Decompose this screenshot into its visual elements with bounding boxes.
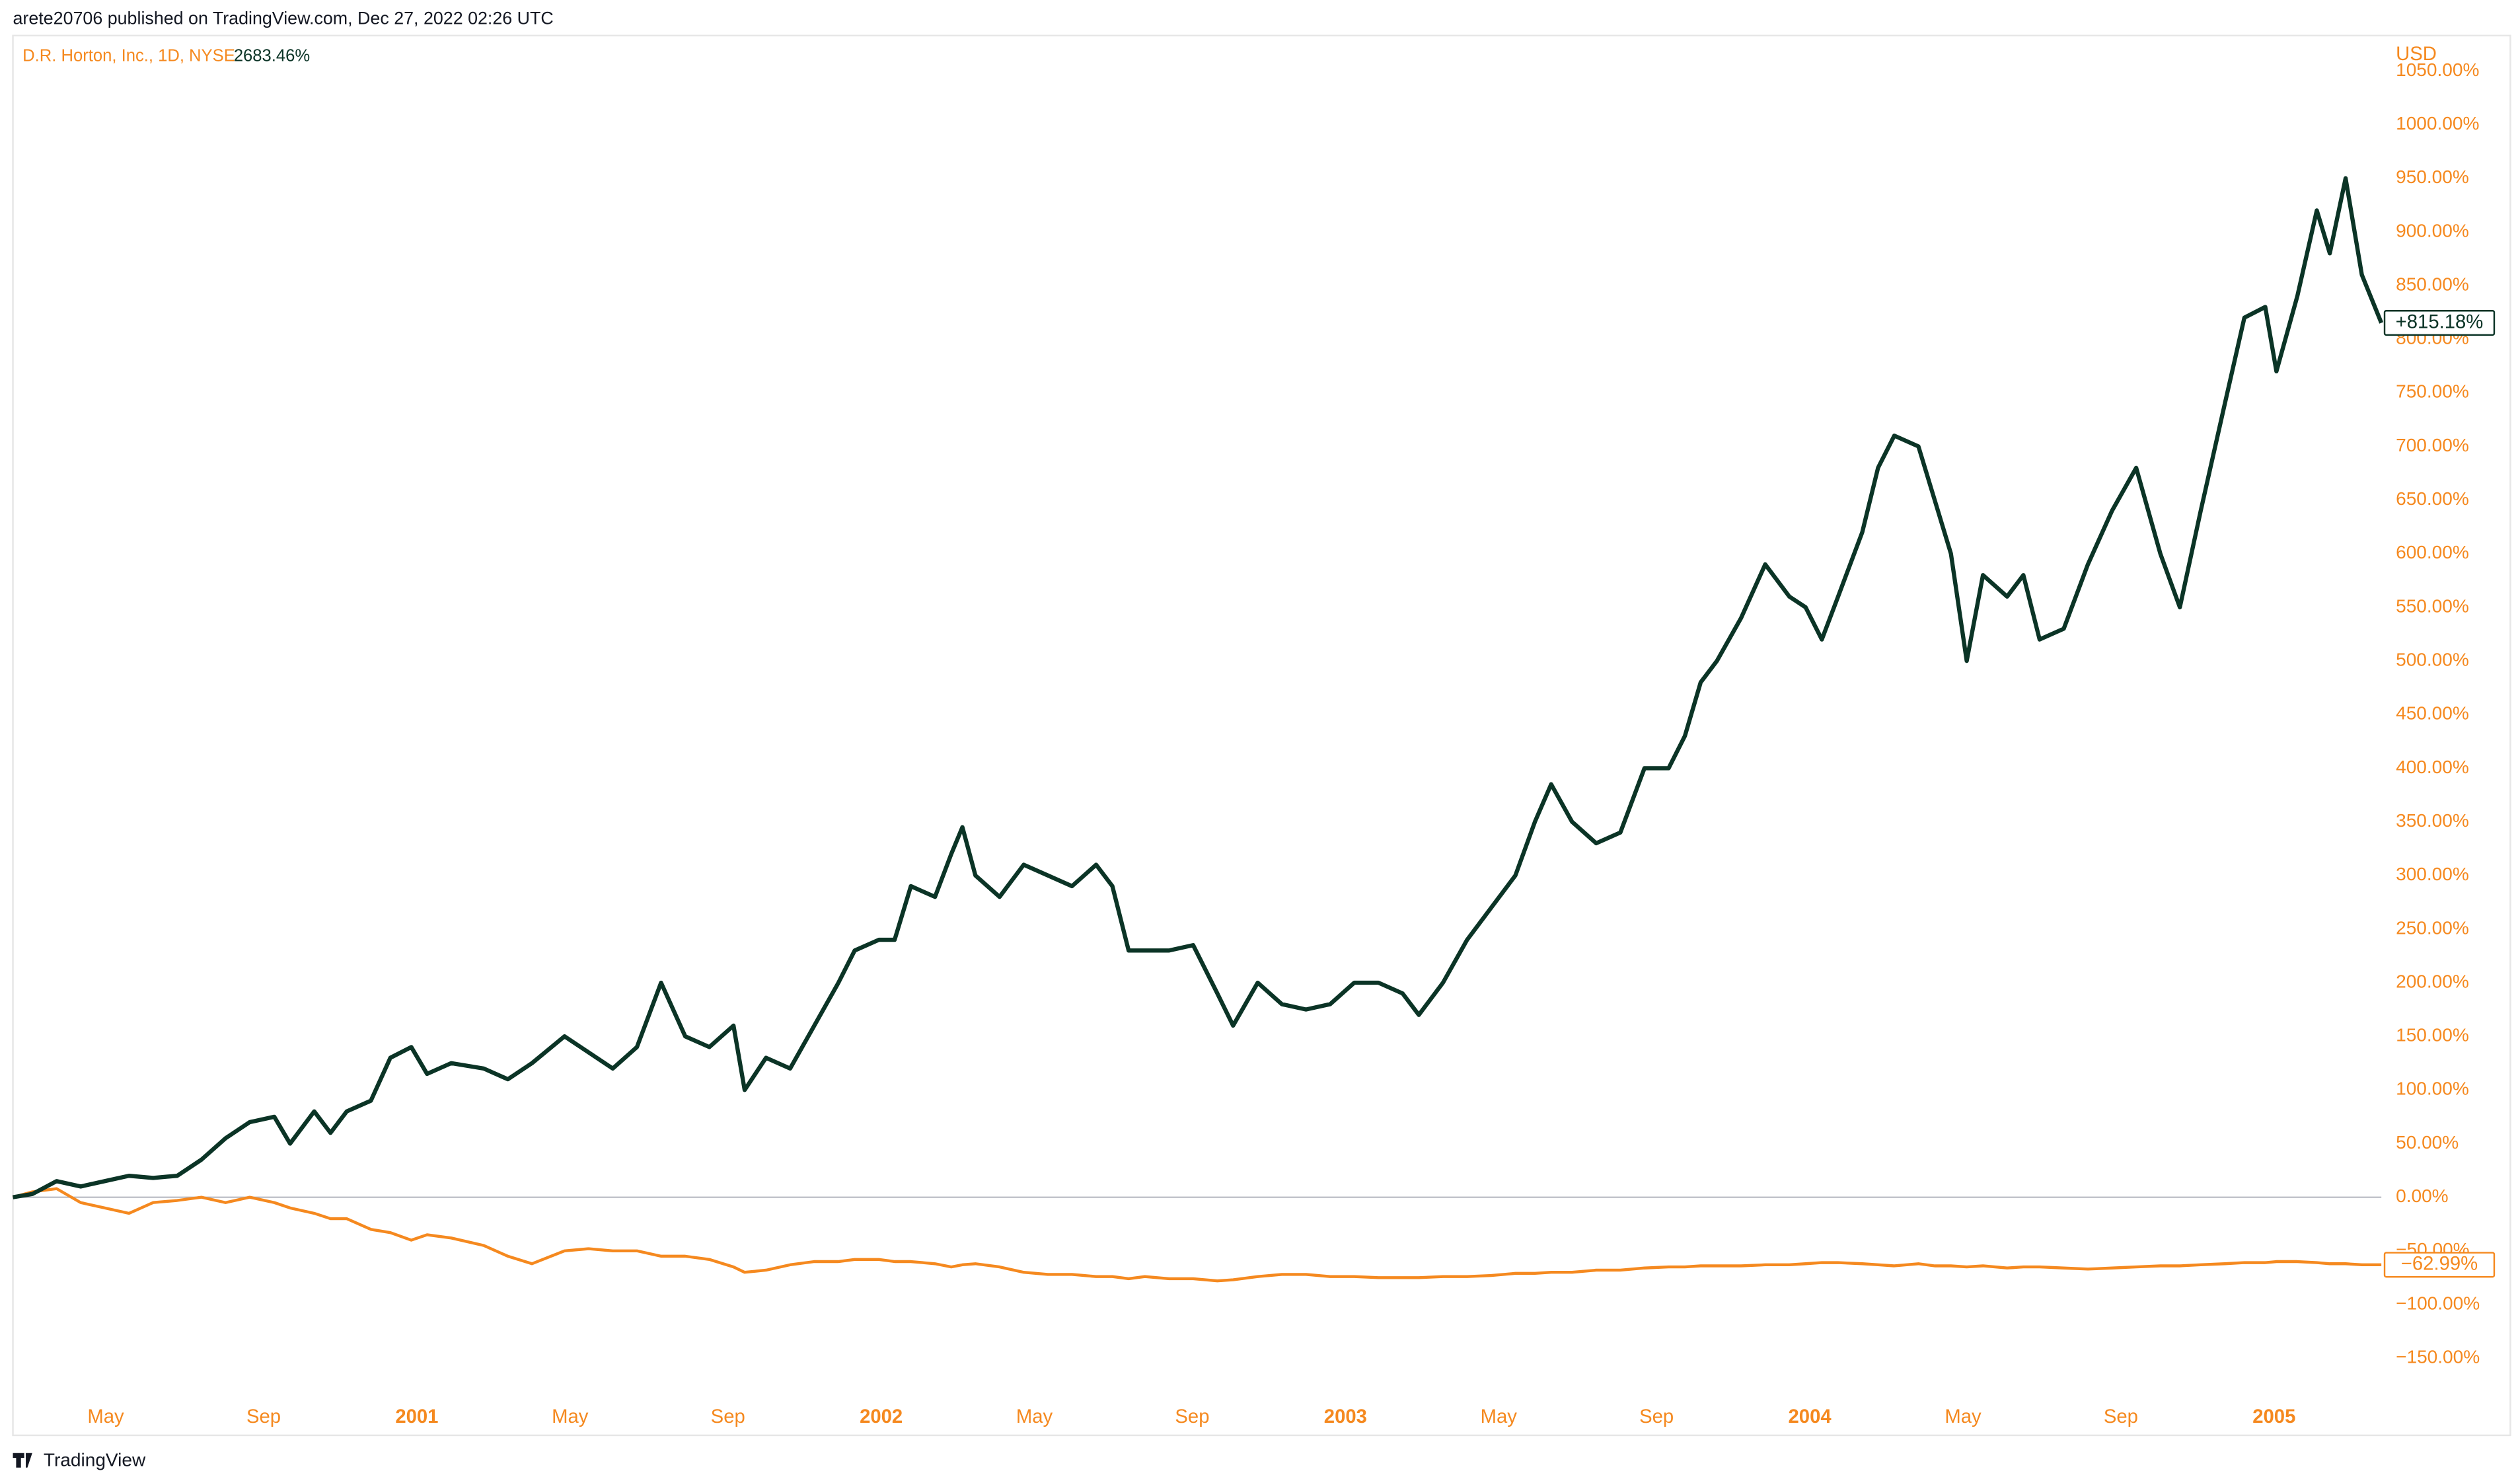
y-tick-label: 550.00% [2396, 595, 2469, 616]
currency-label: USD [2396, 43, 2437, 65]
legend-name: D.R. Horton, Inc., 1D, NYSE [22, 46, 235, 65]
last-value-label: +815.18% [2396, 311, 2484, 332]
chart-frame [12, 34, 2511, 1437]
y-tick-label: 900.00% [2396, 220, 2469, 241]
x-tick-label: 2003 [1324, 1406, 1367, 1427]
x-tick-label: Sep [1639, 1406, 1674, 1427]
x-tick-label: Sep [2104, 1406, 2138, 1427]
series-line [13, 176, 2384, 1199]
logo: TradingView [13, 1449, 146, 1470]
y-tick-label: 600.00% [2396, 542, 2469, 562]
y-tick-label: 650.00% [2396, 488, 2469, 509]
y-tick-label: 100.00% [2396, 1079, 2469, 1099]
y-tick-label: 0.00% [2396, 1186, 2449, 1206]
last-value-badge [2383, 1252, 2496, 1278]
x-tick-label: Sep [246, 1406, 281, 1427]
x-tick-label: 2005 [2252, 1406, 2295, 1427]
legend-value: 2683.46% [234, 46, 310, 65]
x-tick-label: May [1481, 1406, 1518, 1427]
last-value-label: −62.99% [2401, 1253, 2478, 1275]
x-tick-label: 2001 [395, 1406, 438, 1427]
y-tick-label: 450.00% [2396, 703, 2469, 724]
y-tick-label: 950.00% [2396, 167, 2469, 187]
y-tick-label: −150.00% [2396, 1346, 2480, 1367]
y-tick-label: 850.00% [2396, 274, 2469, 294]
y-tick-label: 250.00% [2396, 917, 2469, 938]
y-tick-label: 400.00% [2396, 757, 2469, 777]
x-tick-label: Sep [1175, 1406, 1209, 1427]
y-tick-label: 50.00% [2396, 1132, 2459, 1153]
y-tick-label: 700.00% [2396, 435, 2469, 455]
last-value-badge [2383, 310, 2496, 336]
y-tick-label: 1050.00% [2396, 59, 2479, 80]
x-tick-label: 2004 [1789, 1406, 1832, 1427]
x-tick-label: 2002 [860, 1406, 903, 1427]
x-tick-label: May [552, 1406, 589, 1427]
y-tick-label: 750.00% [2396, 381, 2469, 402]
y-tick-label: −100.00% [2396, 1293, 2480, 1313]
y-tick-label: 300.00% [2396, 864, 2469, 884]
y-tick-label: 350.00% [2396, 810, 2469, 831]
y-tick-label: 200.00% [2396, 971, 2469, 991]
series-line [12, 1187, 2382, 1283]
x-tick-label: Sep [711, 1406, 745, 1427]
brand: TradingView [44, 1449, 146, 1470]
x-tick-label: May [1945, 1406, 1982, 1427]
y-tick-label: 150.00% [2396, 1025, 2469, 1045]
logo-icon [13, 1453, 32, 1468]
y-tick-label: 500.00% [2396, 650, 2469, 670]
x-tick-label: May [87, 1406, 124, 1427]
publish-info: arete20706 published on TradingView.com,… [13, 9, 554, 28]
y-tick-label: 1000.00% [2396, 113, 2479, 133]
x-tick-label: May [1016, 1406, 1053, 1427]
